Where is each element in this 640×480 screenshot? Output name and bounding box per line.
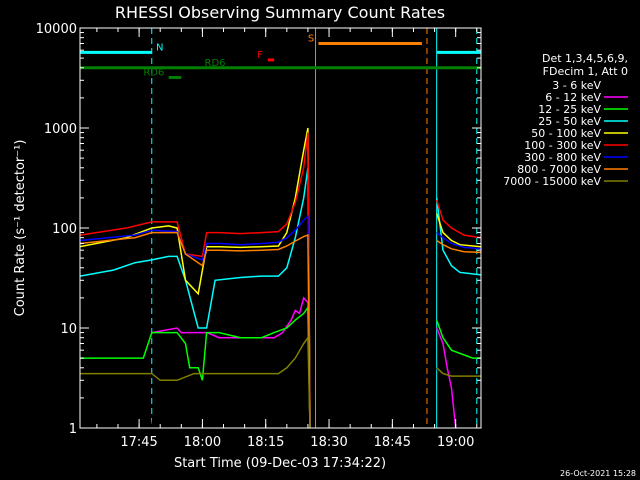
- y-tick-label: 1: [69, 422, 77, 437]
- legend-entry: 25 - 50 keV: [538, 115, 601, 128]
- y-axis-label: Count Rate (s⁻¹ detector⁻¹): [13, 140, 28, 317]
- series-line-5: [435, 199, 481, 239]
- x-tick-label: 18:15: [247, 435, 284, 450]
- series-line-7: [436, 239, 481, 254]
- series-line-4: [435, 213, 481, 248]
- series-line-2: [435, 319, 481, 359]
- series-line-6: [80, 215, 311, 428]
- series-line-3: [435, 197, 481, 276]
- x-tick-label: 18:30: [310, 435, 347, 450]
- series-line-0: [80, 357, 311, 428]
- series-line-4: [80, 127, 311, 428]
- series-line-8: [436, 367, 481, 377]
- legend-entry: 3 - 6 keV: [552, 79, 601, 92]
- y-tick-label: 10: [60, 322, 77, 337]
- legend-entry: 6 - 12 keV: [545, 91, 601, 104]
- series-line-0: [436, 367, 453, 428]
- flag-label-rd6: RD6: [205, 58, 226, 69]
- legend-entry: 7000 - 15000 keV: [503, 175, 601, 188]
- series-line-5: [80, 132, 311, 428]
- legend-entry: 50 - 100 keV: [531, 127, 601, 140]
- series-line-1: [436, 327, 457, 428]
- series-line-3: [80, 167, 311, 428]
- x-tick-label: 18:00: [184, 435, 221, 450]
- legend-entry: 800 - 7000 keV: [517, 163, 601, 176]
- x-tick-label: 17:45: [120, 435, 157, 450]
- series-line-7: [80, 231, 311, 428]
- y-tick-label: 10000: [36, 22, 77, 37]
- footer-timestamp: 26-Oct-2021 15:28: [560, 469, 636, 478]
- flag-label-f: F: [257, 50, 263, 61]
- series-line-1: [151, 296, 311, 428]
- legend-entry: 100 - 300 keV: [524, 139, 601, 152]
- x-tick-label: 18:45: [374, 435, 411, 450]
- legend-title: FDecim 1, Att 0: [543, 65, 628, 78]
- series-line-6: [436, 232, 481, 250]
- legend-entry: 300 - 800 keV: [524, 151, 601, 164]
- x-tick-label: 19:00: [437, 435, 474, 450]
- series-line-8: [80, 335, 311, 428]
- x-axis-label: Start Time (09-Dec-03 17:34:22): [174, 456, 386, 471]
- legend-title: Det 1,3,4,5,6,9,: [542, 52, 628, 65]
- flag-label-rd6: RD6: [143, 67, 164, 78]
- chart-title: RHESSI Observing Summary Count Rates: [115, 3, 445, 22]
- y-tick-label: 100: [52, 222, 77, 237]
- flag-label-s: S: [308, 33, 314, 44]
- y-tick-label: 1000: [44, 122, 77, 137]
- flag-label-n: N: [156, 42, 163, 53]
- legend-entry: 12 - 25 keV: [538, 103, 601, 116]
- series-line-2: [80, 305, 311, 428]
